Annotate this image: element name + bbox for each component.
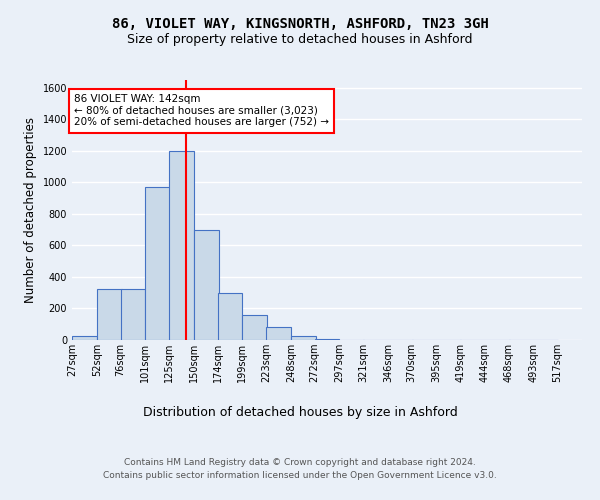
Text: Distribution of detached houses by size in Ashford: Distribution of detached houses by size … xyxy=(143,406,457,419)
Bar xyxy=(194,230,218,340)
Bar xyxy=(314,339,340,340)
Bar xyxy=(72,336,97,340)
Bar xyxy=(145,187,170,340)
Text: Size of property relative to detached houses in Ashford: Size of property relative to detached ho… xyxy=(127,32,473,46)
Text: Contains HM Land Registry data © Crown copyright and database right 2024.: Contains HM Land Registry data © Crown c… xyxy=(124,458,476,467)
Bar xyxy=(169,151,194,340)
Bar xyxy=(121,289,145,340)
Bar xyxy=(291,336,316,340)
Y-axis label: Number of detached properties: Number of detached properties xyxy=(24,117,37,303)
Bar xyxy=(242,315,267,340)
Bar xyxy=(97,289,122,340)
Bar xyxy=(218,292,242,340)
Bar xyxy=(266,328,291,340)
Text: 86, VIOLET WAY, KINGSNORTH, ASHFORD, TN23 3GH: 86, VIOLET WAY, KINGSNORTH, ASHFORD, TN2… xyxy=(112,18,488,32)
Text: 86 VIOLET WAY: 142sqm
← 80% of detached houses are smaller (3,023)
20% of semi-d: 86 VIOLET WAY: 142sqm ← 80% of detached … xyxy=(74,94,329,128)
Text: Contains public sector information licensed under the Open Government Licence v3: Contains public sector information licen… xyxy=(103,472,497,480)
